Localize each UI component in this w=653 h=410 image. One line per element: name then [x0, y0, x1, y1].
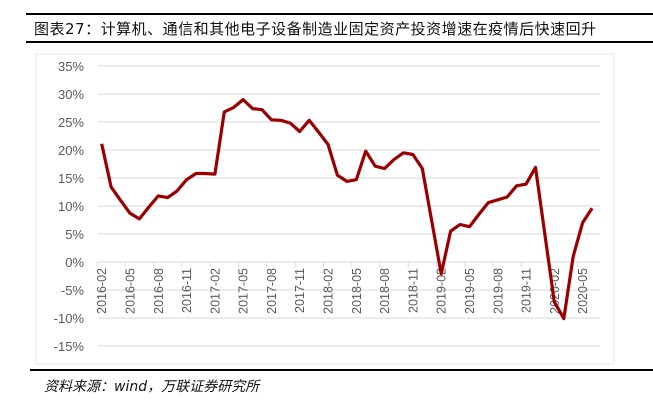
x-tick-label: 2019-08	[491, 268, 505, 314]
x-tick-label: 2019-11	[520, 268, 534, 313]
y-tick-label: 20%	[58, 143, 84, 158]
x-tick-label: 2018-02	[322, 268, 336, 314]
x-tick-label: 2020-05	[576, 268, 590, 314]
chart-title: 图表27：计算机、通信和其他电子设备制造业固定资产投资增速在疫情后快速回升	[34, 20, 597, 38]
x-tick-label: 2018-05	[350, 268, 364, 314]
series-line	[100, 97, 594, 321]
y-tick-label: 35%	[58, 59, 84, 74]
x-tick-label: 2017-05	[237, 268, 251, 314]
y-tick-label: -15%	[54, 339, 85, 354]
y-tick-label: -10%	[54, 311, 85, 326]
chart-frame	[35, 53, 615, 365]
y-tick-label: 5%	[65, 227, 84, 242]
y-tick-label: 30%	[58, 87, 84, 102]
x-tick-label: 2017-02	[208, 268, 222, 314]
x-tick-label: 2018-08	[378, 268, 392, 314]
x-tick-label: 2016-11	[180, 268, 194, 313]
y-tick-label: 15%	[58, 171, 84, 186]
x-tick-label: 2017-11	[293, 268, 307, 313]
x-tick-label: 2019-05	[463, 268, 477, 314]
y-tick-label: 25%	[58, 115, 84, 130]
x-tick-label: 2016-05	[123, 268, 137, 314]
x-tick-label: 2018-11	[406, 268, 420, 313]
y-tick-label: -5%	[61, 283, 85, 298]
x-tick-label: 2019-02	[435, 268, 449, 314]
y-tick-label: 10%	[58, 199, 84, 214]
x-tick-label: 2016-02	[95, 268, 109, 314]
title-top-rule	[26, 13, 653, 15]
source-rule	[30, 369, 653, 371]
x-tick-label: 2017-08	[265, 268, 279, 314]
source-note: 资料来源：wind，万联证券研究所	[44, 379, 260, 395]
y-tick-label: 0%	[65, 255, 84, 270]
title-bottom-rule	[26, 41, 653, 43]
x-tick-label: 2016-08	[152, 268, 166, 314]
